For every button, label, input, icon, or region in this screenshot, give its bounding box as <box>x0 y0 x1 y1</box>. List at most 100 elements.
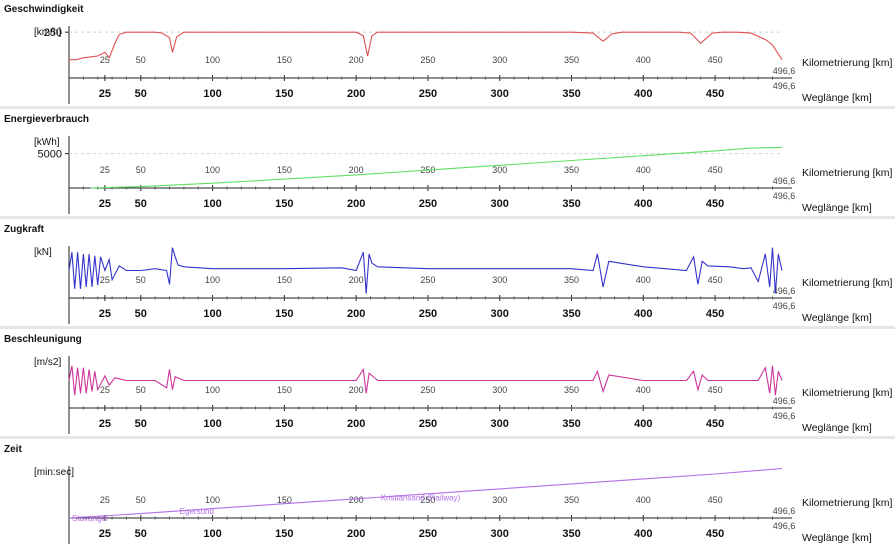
weglaenge-tick-label: 250 <box>419 88 437 100</box>
km-tick-label: 50 <box>136 275 146 285</box>
kilometrierung-axis-label: Kilometrierung [km] <box>802 57 893 69</box>
weglaenge-tick-label: 400 <box>634 198 652 210</box>
weglaenge-tick-label: 450 <box>706 88 724 100</box>
weglaenge-tick-label: 350 <box>562 418 580 430</box>
km-tick-label: 400 <box>636 275 651 285</box>
weglaenge-end-label: 496,6 <box>773 81 796 91</box>
km-end-label: 496,6 <box>773 66 796 76</box>
km-tick-label: 150 <box>277 385 292 395</box>
series-line <box>68 467 783 519</box>
y-unit-label: [min:sec] <box>34 467 74 478</box>
chart-panel-3: Zugkraft [kN] 25 50 100 150 200 250 300 350 400 450… <box>0 216 895 324</box>
series-line <box>68 365 783 396</box>
km-tick-label: 250 <box>420 275 435 285</box>
weglaenge-tick-label: 450 <box>706 308 724 320</box>
series-line <box>69 31 783 61</box>
weglaenge-tick-label: 400 <box>634 418 652 430</box>
weglaenge-tick-label: 50 <box>135 418 147 430</box>
km-end-label: 496,6 <box>773 396 796 406</box>
station-label: Stavanger <box>72 514 109 523</box>
km-tick-label: 250 <box>420 385 435 395</box>
y-tick-label: 250 <box>44 27 62 39</box>
km-tick-label: 450 <box>708 165 723 175</box>
station-label: Kristiansand (Railway) <box>381 493 461 502</box>
weglaenge-axis-label: Weglänge [km] <box>802 532 872 544</box>
weglaenge-end-label: 496,6 <box>773 411 796 421</box>
weglaenge-tick-label: 350 <box>562 198 580 210</box>
weglaenge-tick-label: 50 <box>135 198 147 210</box>
weglaenge-tick-label: 300 <box>491 528 509 540</box>
chart-panel-2: Energieverbrauch [kWh]5000 25 50 100 150 200 25… <box>0 106 895 214</box>
panel-divider <box>0 326 895 329</box>
km-tick-label: 100 <box>205 55 220 65</box>
km-tick-label: 50 <box>136 495 146 505</box>
km-tick-label: 350 <box>564 165 579 175</box>
km-tick-label: 400 <box>636 55 651 65</box>
km-tick-label: 100 <box>205 495 220 505</box>
km-tick-label: 350 <box>564 275 579 285</box>
km-tick-label: 300 <box>492 55 507 65</box>
km-end-label: 496,6 <box>773 286 796 296</box>
station-label: Egersund <box>180 507 214 516</box>
panel-title: Zugkraft <box>4 224 45 235</box>
weglaenge-tick-label: 450 <box>706 198 724 210</box>
weglaenge-tick-label: 50 <box>135 528 147 540</box>
km-tick-label: 200 <box>349 55 364 65</box>
weglaenge-tick-label: 300 <box>491 88 509 100</box>
km-tick-label: 50 <box>136 165 146 175</box>
chart-panel-5: Zeit [min:sec] 25 50 100 150 200 250 300 350 400 45… <box>0 436 895 544</box>
weglaenge-tick-label: 100 <box>203 418 221 430</box>
weglaenge-tick-label: 50 <box>135 308 147 320</box>
weglaenge-tick-label: 25 <box>99 198 111 210</box>
km-tick-label: 25 <box>100 385 110 395</box>
weglaenge-tick-label: 25 <box>99 528 111 540</box>
km-tick-label: 300 <box>492 275 507 285</box>
weglaenge-tick-label: 250 <box>419 418 437 430</box>
weglaenge-tick-label: 250 <box>419 198 437 210</box>
km-tick-label: 150 <box>277 495 292 505</box>
km-tick-label: 200 <box>349 275 364 285</box>
km-tick-label: 100 <box>205 165 220 175</box>
km-tick-label: 300 <box>492 385 507 395</box>
y-unit-label: [kN] <box>34 247 52 258</box>
km-tick-label: 450 <box>708 385 723 395</box>
weglaenge-tick-label: 100 <box>203 198 221 210</box>
weglaenge-tick-label: 400 <box>634 528 652 540</box>
km-tick-label: 200 <box>349 385 364 395</box>
km-tick-label: 25 <box>100 275 110 285</box>
panel-divider <box>0 106 895 109</box>
weglaenge-end-label: 496,6 <box>773 301 796 311</box>
weglaenge-tick-label: 150 <box>275 308 293 320</box>
km-tick-label: 400 <box>636 385 651 395</box>
km-tick-label: 50 <box>136 55 146 65</box>
weglaenge-tick-label: 25 <box>99 308 111 320</box>
km-tick-label: 150 <box>277 275 292 285</box>
km-tick-label: 250 <box>420 55 435 65</box>
weglaenge-tick-label: 200 <box>347 308 365 320</box>
weglaenge-tick-label: 250 <box>419 308 437 320</box>
km-tick-label: 100 <box>205 275 220 285</box>
kilometrierung-axis-label: Kilometrierung [km] <box>802 277 893 289</box>
weglaenge-tick-label: 150 <box>275 528 293 540</box>
weglaenge-tick-label: 350 <box>562 308 580 320</box>
km-tick-label: 150 <box>277 165 292 175</box>
panel-title: Geschwindigkeit <box>4 4 84 15</box>
km-tick-label: 25 <box>100 165 110 175</box>
panel-title: Energieverbrauch <box>4 114 89 125</box>
km-tick-label: 450 <box>708 275 723 285</box>
km-tick-label: 300 <box>492 495 507 505</box>
km-end-label: 496,6 <box>773 506 796 516</box>
km-tick-label: 50 <box>136 385 146 395</box>
km-tick-label: 100 <box>205 385 220 395</box>
series-line <box>90 146 783 189</box>
km-tick-label: 150 <box>277 55 292 65</box>
km-tick-label: 400 <box>636 495 651 505</box>
weglaenge-tick-label: 25 <box>99 88 111 100</box>
panel-divider <box>0 436 895 439</box>
weglaenge-tick-label: 150 <box>275 198 293 210</box>
panel-title: Zeit <box>4 444 22 455</box>
km-tick-label: 250 <box>420 495 435 505</box>
kilometrierung-axis-label: Kilometrierung [km] <box>802 497 893 509</box>
